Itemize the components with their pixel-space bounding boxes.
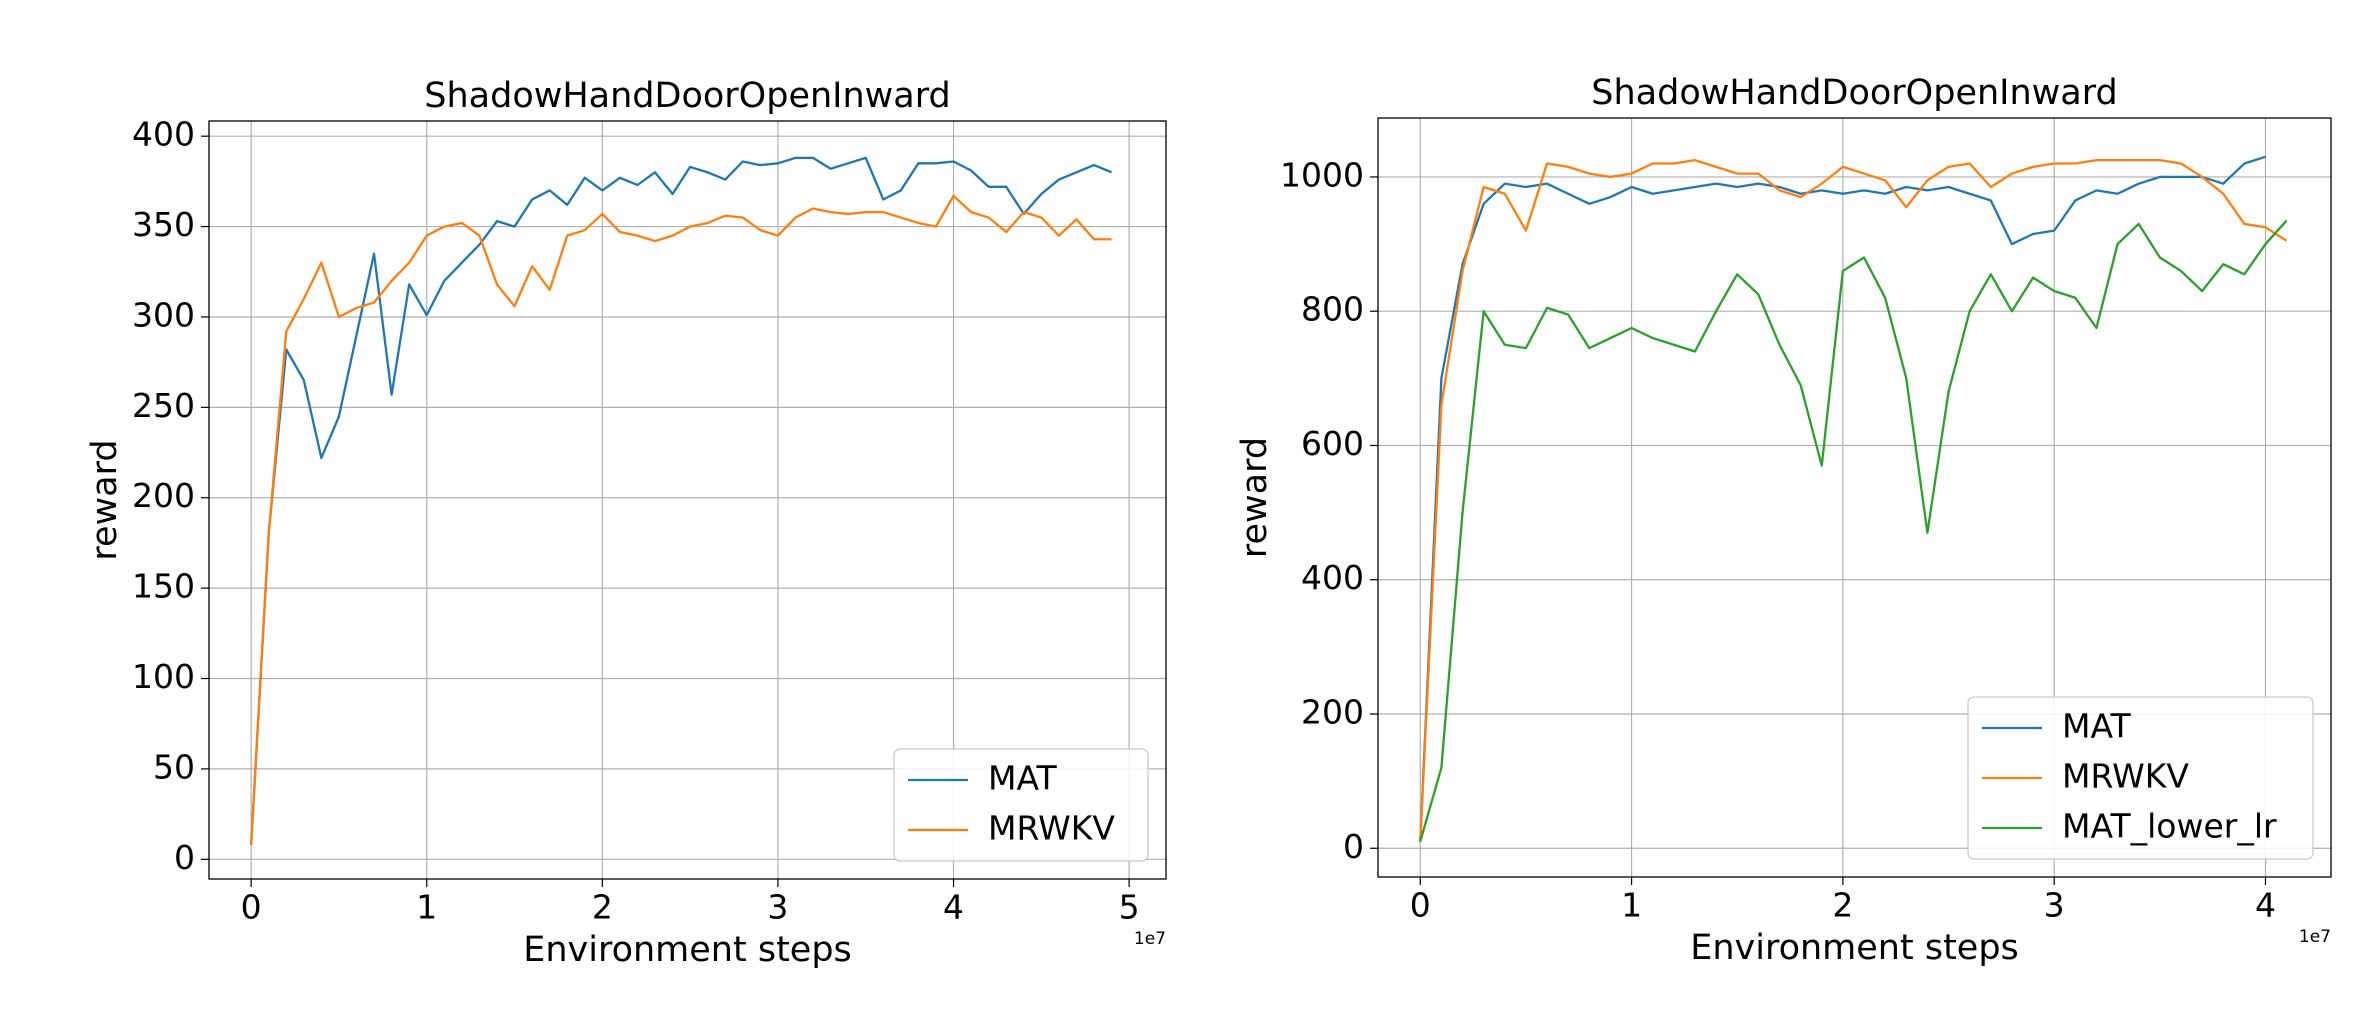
y-tick-label: 0 — [1343, 827, 1364, 866]
y-tick-label: 800 — [1301, 290, 1364, 329]
x-tick-label: 5 — [1119, 888, 1140, 927]
x-tick-label: 3 — [2044, 886, 2065, 925]
chart-title: ShadowHandDoorOpenInward — [1591, 73, 2118, 113]
y-tick-label: 50 — [153, 747, 195, 786]
y-tick-label: 350 — [132, 205, 195, 244]
y-tick-label: 600 — [1301, 424, 1364, 463]
y-tick-label: 1000 — [1280, 155, 1364, 194]
legend-label: MRWKV — [2062, 757, 2189, 796]
axis-offset-label: 1e7 — [2299, 927, 2331, 947]
series-line — [249, 156, 1113, 845]
series-line — [1419, 155, 2266, 842]
x-tick-label: 0 — [1410, 886, 1431, 925]
x-tick-label: 1 — [1621, 886, 1642, 925]
y-tick-label: 400 — [1301, 558, 1364, 597]
x-axis-label: Environment steps — [1690, 928, 2019, 968]
y-axis-label: reward — [85, 439, 125, 560]
chart-title: ShadowHandDoorOpenInward — [424, 76, 951, 116]
x-tick-label: 1 — [416, 888, 437, 927]
x-axis-label: Environment steps — [523, 930, 852, 970]
legend-label: MAT — [988, 759, 1057, 798]
plot-frame — [1377, 117, 2332, 878]
legend-label: MAT_lower_lr — [2062, 807, 2277, 846]
y-axis-label: reward — [1235, 437, 1275, 558]
axis-offset-label: 1e7 — [1134, 929, 1166, 949]
y-tick-label: 100 — [132, 657, 195, 696]
y-tick-label: 0 — [174, 838, 195, 877]
series-line — [1419, 219, 2288, 842]
y-tick-label: 200 — [132, 476, 195, 515]
x-tick-label: 3 — [767, 888, 788, 927]
x-tick-label: 4 — [943, 888, 964, 927]
legend-box — [1967, 696, 2314, 860]
legend-label: MRWKV — [988, 809, 1115, 848]
x-tick-label: 0 — [241, 888, 262, 927]
series-line — [1419, 159, 2288, 842]
x-tick-label: 2 — [592, 888, 613, 927]
series-line — [249, 194, 1112, 845]
y-tick-label: 200 — [1301, 693, 1364, 732]
x-tick-label: 2 — [1832, 886, 1853, 925]
legend-box — [893, 748, 1149, 862]
plot-frame — [208, 120, 1167, 880]
x-tick-label: 4 — [2255, 886, 2276, 925]
y-tick-label: 150 — [132, 567, 195, 606]
y-tick-label: 250 — [132, 386, 195, 425]
y-tick-label: 400 — [132, 115, 195, 154]
legend-label: MAT — [2062, 707, 2131, 746]
y-tick-label: 300 — [132, 295, 195, 334]
